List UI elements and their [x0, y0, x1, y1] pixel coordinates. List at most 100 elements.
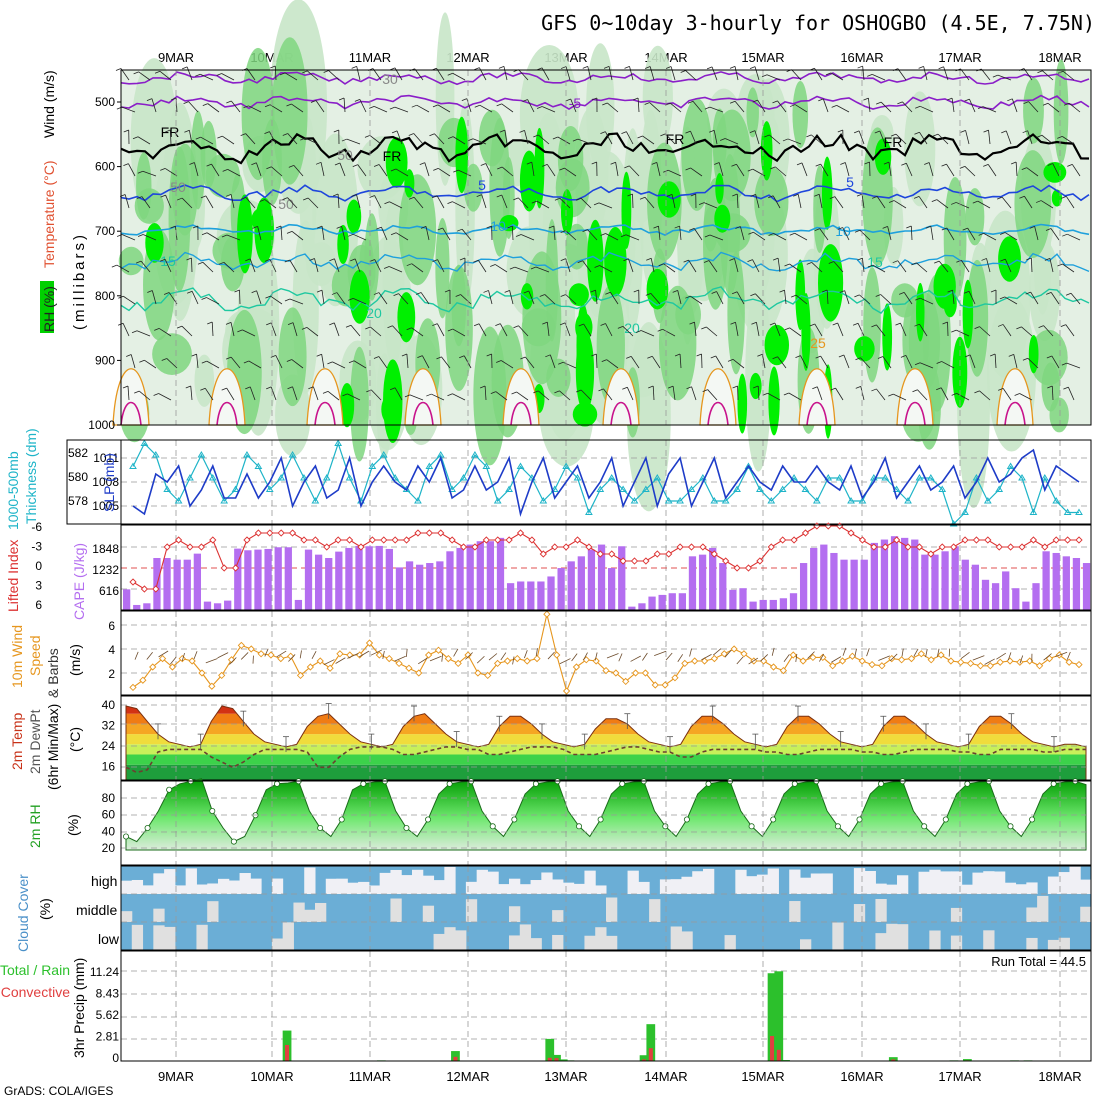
wind-barb-flag [769, 322, 776, 326]
wind-barb [777, 100, 787, 113]
cloud-clear-cell [271, 878, 284, 894]
cloud-row-middle: middle [76, 902, 117, 918]
wind-barb-flag [978, 232, 984, 236]
slp-axis-label: SLP (mb) [101, 453, 117, 512]
wind-barb [249, 386, 256, 401]
wind-barb [452, 328, 466, 337]
cape-bar [830, 552, 838, 610]
wind-barb-flag [221, 234, 228, 238]
wind-barb [121, 234, 136, 241]
wind-barb-flag [342, 393, 348, 397]
rh-contour-high [519, 150, 539, 212]
rh-contour-high [760, 121, 773, 181]
wind-barb [289, 298, 304, 305]
wind-barb [928, 162, 934, 177]
wind-speed-point [848, 652, 856, 660]
wind-barb [691, 386, 697, 401]
wind-barb [826, 290, 829, 305]
cloud-clear-cell [164, 869, 176, 894]
rh-contour-mid [278, 307, 307, 407]
slp-tick: 1008 [92, 475, 119, 489]
rh-contour-high [381, 395, 398, 424]
thickness-point [630, 497, 639, 504]
wind-barb-flag [384, 201, 390, 205]
bottom-date-label: 16MAR [840, 1069, 883, 1084]
wind-barb-flag [768, 233, 774, 236]
lifted-index-point [505, 536, 513, 544]
cloud-clear-cell [800, 877, 812, 894]
wind-barb-flag [499, 129, 506, 133]
lifted-index-point [414, 529, 422, 537]
thickness-point [129, 462, 137, 469]
wind-barb-flag [122, 385, 129, 389]
surface-wind-barb [571, 653, 578, 662]
cloud-clear-cell [422, 875, 435, 894]
wind-barb [226, 234, 241, 241]
surface-wind-barb [453, 648, 459, 657]
surface-wind-barb [913, 648, 919, 657]
wind-barb-flag [874, 130, 880, 134]
cloud-clear-cell [153, 873, 165, 894]
wind-barb [1047, 102, 1060, 113]
wind-barb [494, 264, 508, 273]
lifted-index-point [733, 564, 741, 572]
rh-point [1050, 780, 1057, 787]
wind-barb [650, 258, 655, 273]
wind-barb-flag [757, 353, 763, 357]
wind-barb [629, 66, 634, 81]
thermal-plume [404, 368, 442, 426]
precip-conv-label: Convective [1, 984, 70, 1000]
wind-barb [794, 104, 808, 113]
rh-contour-mid [398, 174, 437, 286]
rh-contour-mid [863, 267, 881, 383]
wind-barb-flag [336, 226, 342, 229]
wind-speed-point [651, 681, 659, 689]
wind-barb-flag [497, 166, 503, 170]
li-tick: 6 [35, 598, 42, 612]
wind-barb [411, 263, 424, 273]
wind-barb-flag [1044, 257, 1051, 261]
wind-barb [478, 260, 487, 273]
wind-barb-flag [373, 292, 380, 295]
thickness-tick: 578 [68, 494, 88, 508]
wind-barb [466, 98, 472, 113]
precip-bar [646, 1024, 656, 1061]
rh-contour-high [397, 292, 416, 343]
wind-barb-flag [323, 70, 329, 73]
wind-barb [389, 201, 403, 209]
surface-wind-barb [807, 651, 815, 659]
precip-bar [545, 1038, 555, 1061]
wind-barb [500, 323, 508, 337]
lifted-index-point [1029, 536, 1038, 544]
cape-bar [921, 554, 929, 610]
rh-contour-high [714, 204, 731, 233]
wind-barb [437, 323, 445, 337]
thickness-point [1006, 462, 1015, 469]
lifted-index-point [927, 550, 935, 558]
wind-barb-flag [111, 264, 117, 268]
wind-speed-point [957, 658, 965, 666]
cloud-clear-cell [412, 869, 424, 894]
wind-barb-flag [890, 133, 897, 137]
rh-point [619, 780, 626, 787]
wind-barb-flag [914, 131, 920, 135]
surface-wind-barb [677, 654, 684, 662]
cloud-clear-cell [789, 869, 801, 894]
surface-wind-barb [724, 649, 732, 658]
lifted-index-point [938, 543, 946, 551]
wind-barb-flag [942, 321, 948, 325]
thickness-point [254, 462, 263, 469]
wind-barb [715, 355, 724, 369]
wind-barb [876, 388, 886, 401]
cloud-clear-cell [304, 867, 316, 894]
temp-tick: 40 [102, 698, 116, 712]
wind-barb-flag [621, 131, 627, 135]
wind-barb [880, 294, 892, 305]
thickness-point [231, 485, 240, 492]
wind-barb [378, 356, 388, 369]
cape-bar [395, 567, 404, 610]
cloud-clear-cell [649, 899, 661, 922]
wind-barb-flag [624, 165, 630, 169]
wind-barb-flag [520, 356, 526, 360]
thickness-point [881, 474, 890, 481]
